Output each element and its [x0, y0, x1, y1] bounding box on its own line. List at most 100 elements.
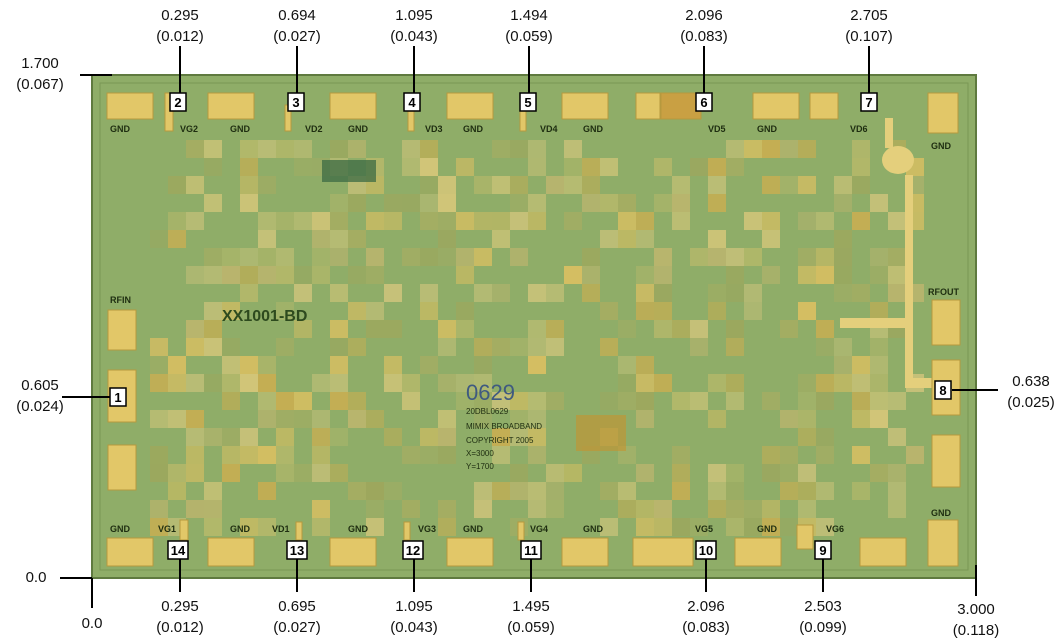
circuit-block	[294, 158, 312, 176]
circuit-block	[186, 500, 204, 518]
circuit-block	[672, 518, 690, 536]
circuit-block	[798, 140, 816, 158]
circuit-block	[870, 356, 888, 374]
circuit-block	[222, 446, 240, 464]
circuit-block	[276, 428, 294, 446]
circuit-block	[294, 464, 312, 482]
circuit-block	[276, 410, 294, 428]
circuit-block	[528, 338, 546, 356]
circuit-block	[330, 428, 348, 446]
circuit-block	[312, 464, 330, 482]
circuit-block	[528, 392, 546, 410]
circuit-block	[240, 266, 258, 284]
circuit-block	[510, 140, 528, 158]
circuit-block	[222, 392, 240, 410]
circuit-block	[348, 230, 366, 248]
circuit-block	[366, 320, 384, 338]
circuit-block	[798, 248, 816, 266]
circuit-block	[240, 176, 258, 194]
circuit-block	[528, 212, 546, 230]
circuit-block	[564, 464, 582, 482]
circuit-block	[402, 194, 420, 212]
circuit-block	[240, 446, 258, 464]
circuit-block	[870, 464, 888, 482]
circuit-block	[576, 415, 626, 451]
circuit-block	[870, 410, 888, 428]
circuit-block	[204, 338, 222, 356]
circuit-block	[222, 374, 240, 392]
chip-info-block: 20DBL0629 MIMIX BROADBAND COPYRIGHT 2005…	[466, 407, 542, 471]
circuit-block	[672, 464, 690, 482]
pad-label: GND	[931, 508, 952, 518]
circuit-block	[798, 482, 816, 500]
circuit-block	[816, 482, 834, 500]
circuit-block	[888, 500, 906, 518]
circuit-block	[510, 464, 528, 482]
circuit-block	[654, 158, 672, 176]
circuit-block	[366, 248, 384, 266]
circuit-block	[582, 176, 600, 194]
circuit-block	[654, 248, 672, 266]
circuit-block	[834, 176, 852, 194]
circuit-block	[726, 140, 744, 158]
circuit-block	[798, 392, 816, 410]
circuit-block	[322, 160, 376, 182]
pad-label: GND	[348, 524, 369, 534]
circuit-block	[330, 338, 348, 356]
dimension-label: (0.027)	[273, 619, 321, 636]
circuit-block	[186, 338, 204, 356]
circuit-block	[276, 248, 294, 266]
pin-number: 7	[865, 95, 872, 110]
circuit-block	[510, 482, 528, 500]
bottom-pad-row	[106, 519, 959, 567]
circuit-block	[636, 356, 654, 374]
circuit-block	[816, 266, 834, 284]
circuit-block	[780, 140, 798, 158]
circuit-block	[762, 518, 780, 536]
circuit-block	[744, 140, 762, 158]
circuit-block	[222, 428, 240, 446]
circuit-block	[762, 212, 780, 230]
circuit-block	[402, 140, 420, 158]
circuit-block	[870, 194, 888, 212]
circuit-block	[636, 266, 654, 284]
circuit-block	[276, 446, 294, 464]
circuit-block	[492, 212, 510, 230]
dimension-label: 0.0	[26, 569, 47, 586]
circuit-block	[420, 302, 438, 320]
dimension-label: (0.043)	[390, 28, 438, 45]
circuit-block	[186, 266, 204, 284]
circuit-block	[654, 500, 672, 518]
circuit-block	[258, 374, 276, 392]
circuit-block	[294, 140, 312, 158]
circuit-block	[654, 302, 672, 320]
pad-label: VD6	[850, 124, 868, 134]
circuit-block	[204, 518, 222, 536]
circuit-block	[330, 356, 348, 374]
circuit-block	[852, 140, 870, 158]
circuit-block	[654, 266, 672, 284]
circuit-block	[474, 500, 492, 518]
circuit-block	[240, 518, 258, 536]
circuit-block	[420, 212, 438, 230]
circuit-block	[762, 446, 780, 464]
pad-label: GND	[230, 124, 251, 134]
circuit-block	[438, 320, 456, 338]
circuit-block	[870, 248, 888, 266]
circuit-block	[186, 464, 204, 482]
circuit-block	[726, 158, 744, 176]
circuit-block	[564, 140, 582, 158]
circuit-block	[510, 212, 528, 230]
pad-label: GND	[230, 524, 251, 534]
chip-info-line: Y=1700	[466, 462, 494, 471]
circuit-block	[456, 158, 474, 176]
pad-label: VD2	[305, 124, 323, 134]
circuit-block	[780, 518, 798, 536]
circuit-block	[330, 464, 348, 482]
pad-label: VG6	[826, 524, 844, 534]
circuit-block	[294, 284, 312, 302]
circuit-block	[636, 518, 654, 536]
circuit-block	[312, 446, 330, 464]
circuit-block	[654, 284, 672, 302]
